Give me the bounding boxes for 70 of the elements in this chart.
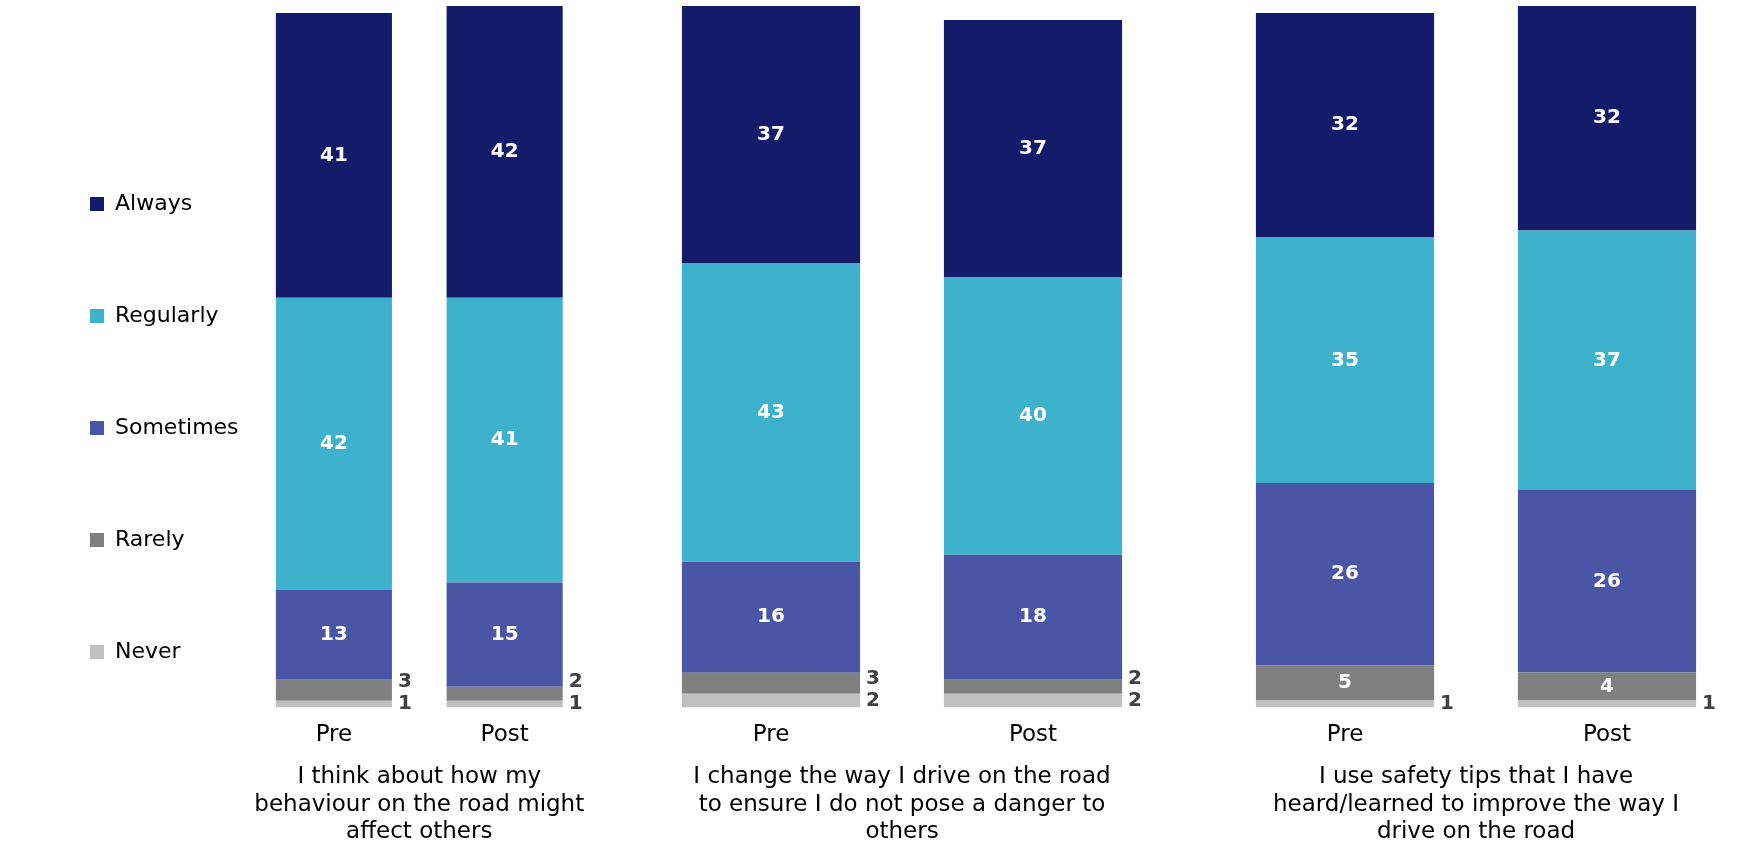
data-label: 15 bbox=[490, 620, 519, 645]
x-axis-title: I think about how my behaviour on the road might affect others bbox=[254, 761, 585, 844]
bar bbox=[1255, 665, 1435, 701]
x-tick-label: Pre bbox=[1326, 720, 1364, 747]
data-label: 2 bbox=[1128, 664, 1142, 689]
data-label: 18 bbox=[1019, 603, 1047, 628]
data-label: 42 bbox=[320, 429, 348, 454]
data-label: 2 bbox=[1128, 686, 1142, 711]
data-label: 37 bbox=[757, 120, 785, 145]
data-label: 2 bbox=[568, 668, 583, 693]
data-label: 26 bbox=[1331, 560, 1359, 585]
bar bbox=[681, 672, 861, 694]
bar bbox=[275, 679, 392, 701]
bar bbox=[681, 693, 861, 708]
bar bbox=[943, 19, 1123, 277]
data-label: 1 bbox=[397, 690, 412, 715]
bar bbox=[446, 686, 563, 701]
data-label: 37 bbox=[1593, 346, 1621, 371]
bar bbox=[1517, 672, 1697, 701]
bar bbox=[681, 263, 861, 562]
data-label: 37 bbox=[1019, 134, 1047, 159]
bar bbox=[1255, 13, 1435, 238]
data-label: 1 bbox=[1702, 690, 1716, 715]
data-label: 5 bbox=[1338, 669, 1352, 694]
bar bbox=[1517, 6, 1697, 231]
x-axis-title: I use safety tips that I have heard/learned to improve the way I drive on the road bbox=[1272, 761, 1680, 844]
data-label: 42 bbox=[490, 138, 519, 163]
bar bbox=[681, 561, 861, 673]
data-label: 43 bbox=[757, 398, 785, 423]
data-label: 3 bbox=[397, 668, 412, 693]
bar bbox=[943, 693, 1123, 708]
bar bbox=[446, 6, 563, 298]
x-tick-label: Post bbox=[1582, 720, 1632, 747]
data-label: 35 bbox=[1331, 346, 1359, 371]
bar bbox=[943, 554, 1123, 680]
bar bbox=[275, 12, 392, 298]
bar bbox=[681, 6, 861, 264]
x-tick-label: Pre bbox=[752, 720, 790, 747]
bar bbox=[1517, 490, 1697, 673]
data-label: 1 bbox=[1440, 690, 1454, 715]
x-tick-label: Pre bbox=[315, 720, 353, 747]
data-label: 40 bbox=[1019, 402, 1047, 427]
data-label: 4 bbox=[1600, 672, 1614, 697]
bar bbox=[275, 297, 392, 590]
legend-label: Regularly bbox=[115, 301, 219, 327]
x-tick-label: Post bbox=[480, 720, 529, 747]
legend-label: Sometimes bbox=[115, 413, 239, 439]
legend-label: Rarely bbox=[115, 525, 185, 551]
data-label: 26 bbox=[1593, 567, 1621, 592]
bar bbox=[1255, 483, 1435, 666]
bar bbox=[1517, 230, 1697, 491]
data-label: 16 bbox=[757, 603, 785, 628]
data-label: 13 bbox=[320, 620, 348, 645]
x-tick-label: Post bbox=[1008, 720, 1058, 747]
legend-label: Always bbox=[115, 189, 193, 215]
bar bbox=[1255, 237, 1435, 484]
data-label: 41 bbox=[490, 426, 519, 451]
legend-label: Never bbox=[115, 637, 182, 663]
bar bbox=[943, 276, 1123, 555]
data-label: 32 bbox=[1331, 111, 1359, 136]
bar bbox=[446, 582, 563, 687]
data-label: 2 bbox=[866, 686, 880, 711]
data-label: 3 bbox=[866, 664, 880, 689]
bar bbox=[275, 589, 392, 680]
x-axis-title: I change the way I drive on the road to ensure I do not pose a danger to others bbox=[693, 761, 1111, 844]
bar bbox=[446, 297, 563, 583]
data-label: 41 bbox=[320, 141, 348, 166]
data-label: 32 bbox=[1593, 104, 1621, 129]
data-label: 1 bbox=[568, 690, 583, 715]
bar bbox=[943, 679, 1123, 694]
